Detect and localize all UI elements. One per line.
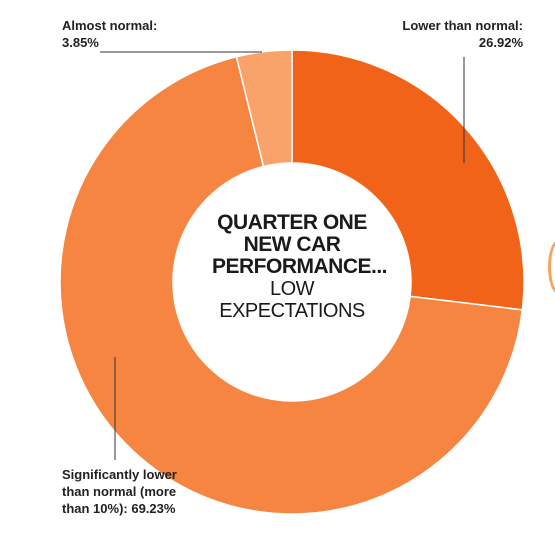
title-line-1: QUARTER ONE (217, 211, 367, 234)
chart-subtitle: LOW EXPECTATIONS (219, 278, 365, 322)
label-almost-normal-value: 3.85% (62, 35, 99, 50)
label-lower-than-normal: Lower than normal: 26.92% (402, 17, 523, 51)
title-line-2: NEW CAR (243, 233, 341, 256)
label-significantly-lower-line-1: Significantly lower (62, 467, 177, 482)
chart-center-title: QUARTER ONE NEW CAR PERFORMANCE... LOW E… (212, 211, 388, 323)
slice-significantly-lower (59, 55, 524, 515)
slice-lower-than-normal (291, 49, 525, 311)
slice-almost-normal (235, 49, 293, 168)
label-almost-normal-name: Almost normal: (62, 18, 158, 33)
label-almost-normal: Almost normal: 3.85% (62, 17, 157, 51)
label-lower-than-normal-name: Lower than normal: (402, 18, 523, 33)
label-significantly-lower: Significantly lower than normal (more th… (62, 466, 177, 517)
label-significantly-lower-line-2: than normal (more (62, 484, 177, 499)
label-significantly-lower-line-3: than 10%): 69.23% (62, 501, 176, 516)
title-line-3: PERFORMANCE... (212, 255, 388, 278)
label-lower-than-normal-value: 26.92% (478, 35, 523, 50)
